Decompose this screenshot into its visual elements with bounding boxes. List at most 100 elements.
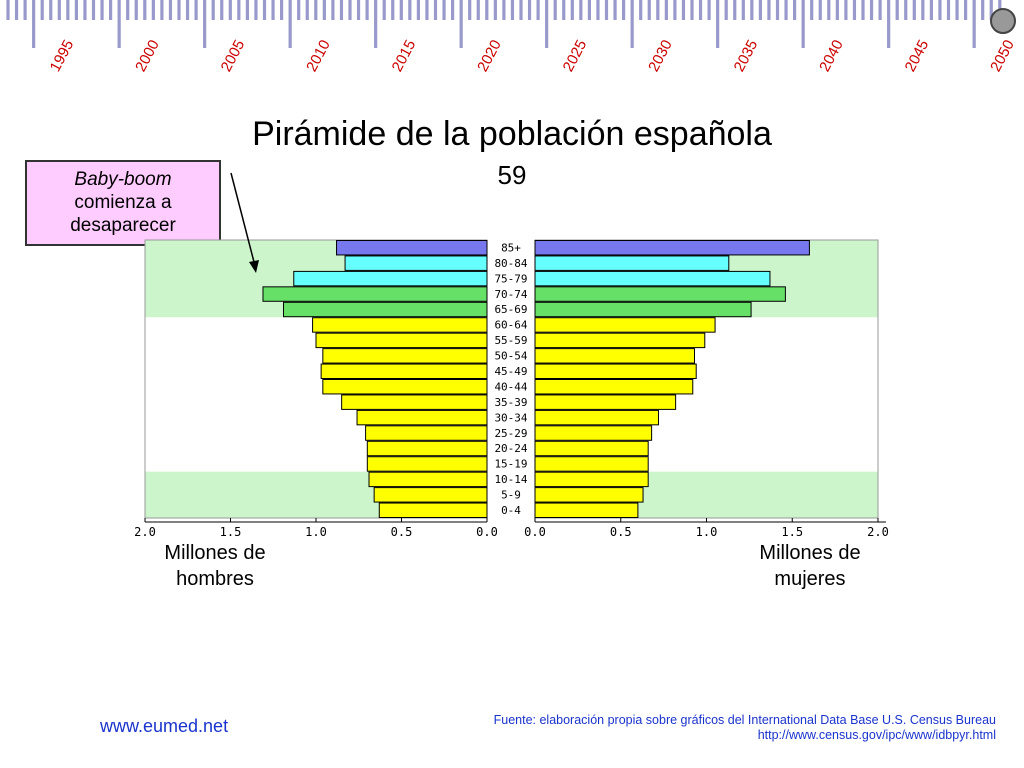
female-bar[interactable] (534, 255, 730, 271)
male-bar[interactable] (373, 487, 488, 503)
timeline-year-label[interactable]: 2035 (731, 37, 762, 74)
female-bar[interactable] (534, 487, 644, 503)
female-bar[interactable] (534, 425, 653, 441)
timeline-year-label[interactable]: 2045 (902, 37, 933, 74)
timeline-tick (938, 0, 942, 20)
female-bar[interactable] (534, 240, 810, 256)
men-caption-line-2: hombres (176, 568, 254, 590)
timeline-tick (553, 0, 557, 20)
timeline-tick (562, 0, 566, 20)
left-tick-label: 0.5 (391, 525, 413, 539)
female-bar[interactable] (534, 440, 649, 457)
timeline-tick (946, 0, 951, 20)
timeline-year-label[interactable]: 2010 (303, 37, 334, 74)
male-bar[interactable] (366, 456, 488, 472)
timeline-tick (536, 0, 540, 20)
timeline-tick (570, 0, 574, 20)
left-tick-label: 2.0 (134, 525, 156, 539)
male-bar[interactable] (378, 502, 488, 518)
baby-boom-callout: Baby-boom comienza a desaparecer (25, 160, 221, 246)
female-bar[interactable] (534, 317, 716, 333)
timeline-tick (741, 0, 745, 20)
female-bar[interactable] (534, 394, 677, 410)
male-bar[interactable] (312, 317, 488, 333)
timeline-tick (758, 0, 762, 20)
timeline-tick (74, 0, 78, 20)
male-bar[interactable] (315, 332, 488, 349)
timeline-year-label[interactable]: 2005 (218, 37, 249, 74)
circle-marker-icon[interactable] (990, 8, 1016, 34)
timeline-year-label[interactable]: 2015 (389, 37, 420, 74)
female-bar[interactable] (534, 456, 649, 472)
timeline-year-label[interactable]: 2040 (816, 37, 847, 74)
age-group-label: 80-84 (494, 257, 527, 270)
timeline-year-label[interactable]: 1995 (47, 37, 78, 74)
left-tick-label: 0.0 (476, 525, 498, 539)
source-line-1: Fuente: elaboración propia sobre gráfico… (493, 713, 996, 727)
timeline-year-label[interactable]: 2000 (132, 37, 163, 74)
male-bar[interactable] (366, 440, 488, 457)
male-bar[interactable] (356, 409, 488, 426)
site-link[interactable]: www.eumed.net (100, 716, 229, 736)
female-bar[interactable] (534, 502, 639, 518)
timeline-tick (408, 0, 412, 20)
left-tick-label: 1.5 (220, 525, 242, 539)
timeline-tick (382, 0, 386, 20)
timeline-tick (887, 0, 891, 48)
age-group-label: 40-44 (494, 380, 527, 393)
timeline-tick (365, 0, 369, 20)
timeline-tick (109, 0, 113, 20)
male-bar[interactable] (365, 425, 488, 441)
age-group-label: 30-34 (494, 411, 527, 424)
timeline-tick (100, 0, 104, 20)
timeline-tick (314, 0, 318, 20)
timeline-year-label[interactable]: 2050 (987, 37, 1018, 74)
timeline-tick (981, 0, 985, 20)
timeline-tick (262, 0, 267, 20)
female-bar[interactable] (534, 332, 706, 349)
timeline-tick (493, 0, 497, 20)
timeline-tick (348, 0, 352, 20)
timeline-tick (664, 0, 668, 20)
timeline-year-label[interactable]: 2030 (645, 37, 676, 74)
timeline-year-label[interactable]: 2020 (474, 37, 505, 74)
female-bar[interactable] (534, 348, 695, 364)
male-bar[interactable] (262, 286, 488, 302)
male-bar[interactable] (293, 270, 488, 287)
female-bar[interactable] (534, 301, 752, 318)
right-tick-label: 1.5 (781, 525, 803, 539)
timeline-tick (442, 0, 446, 20)
timeline-tick (690, 0, 694, 20)
female-bar[interactable] (534, 363, 697, 379)
timeline-tick (459, 0, 463, 48)
timeline-tick (237, 0, 241, 20)
male-bar[interactable] (368, 471, 488, 488)
timeline-tick (143, 0, 147, 20)
timeline-year-label[interactable]: 2025 (560, 37, 591, 74)
female-bar[interactable] (534, 286, 786, 302)
timeline-tick (14, 0, 19, 20)
timeline-tick (399, 0, 403, 20)
timeline-tick (861, 0, 865, 20)
timeline-tick (83, 0, 87, 20)
male-bar[interactable] (320, 363, 488, 379)
age-group-label: 45-49 (494, 365, 527, 378)
female-bar[interactable] (534, 471, 649, 488)
timeline-tick (331, 0, 335, 20)
male-bar[interactable] (341, 394, 488, 410)
female-bar[interactable] (534, 270, 771, 287)
women-axis-caption: Millones de mujeres (730, 540, 890, 592)
male-bar[interactable] (344, 255, 488, 271)
timeline-tick (613, 0, 617, 20)
male-bar[interactable] (283, 301, 488, 318)
source-line-2[interactable]: http://www.census.gov/ipc/www/idbpyr.htm… (757, 728, 996, 742)
female-bar[interactable] (534, 379, 694, 395)
male-bar[interactable] (322, 348, 488, 364)
left-tick-label: 1.0 (305, 525, 327, 539)
male-bar[interactable] (322, 379, 488, 395)
timeline-tick (177, 0, 181, 20)
timeline-tick (801, 0, 805, 48)
female-bar[interactable] (534, 409, 659, 426)
male-bar[interactable] (336, 240, 488, 256)
